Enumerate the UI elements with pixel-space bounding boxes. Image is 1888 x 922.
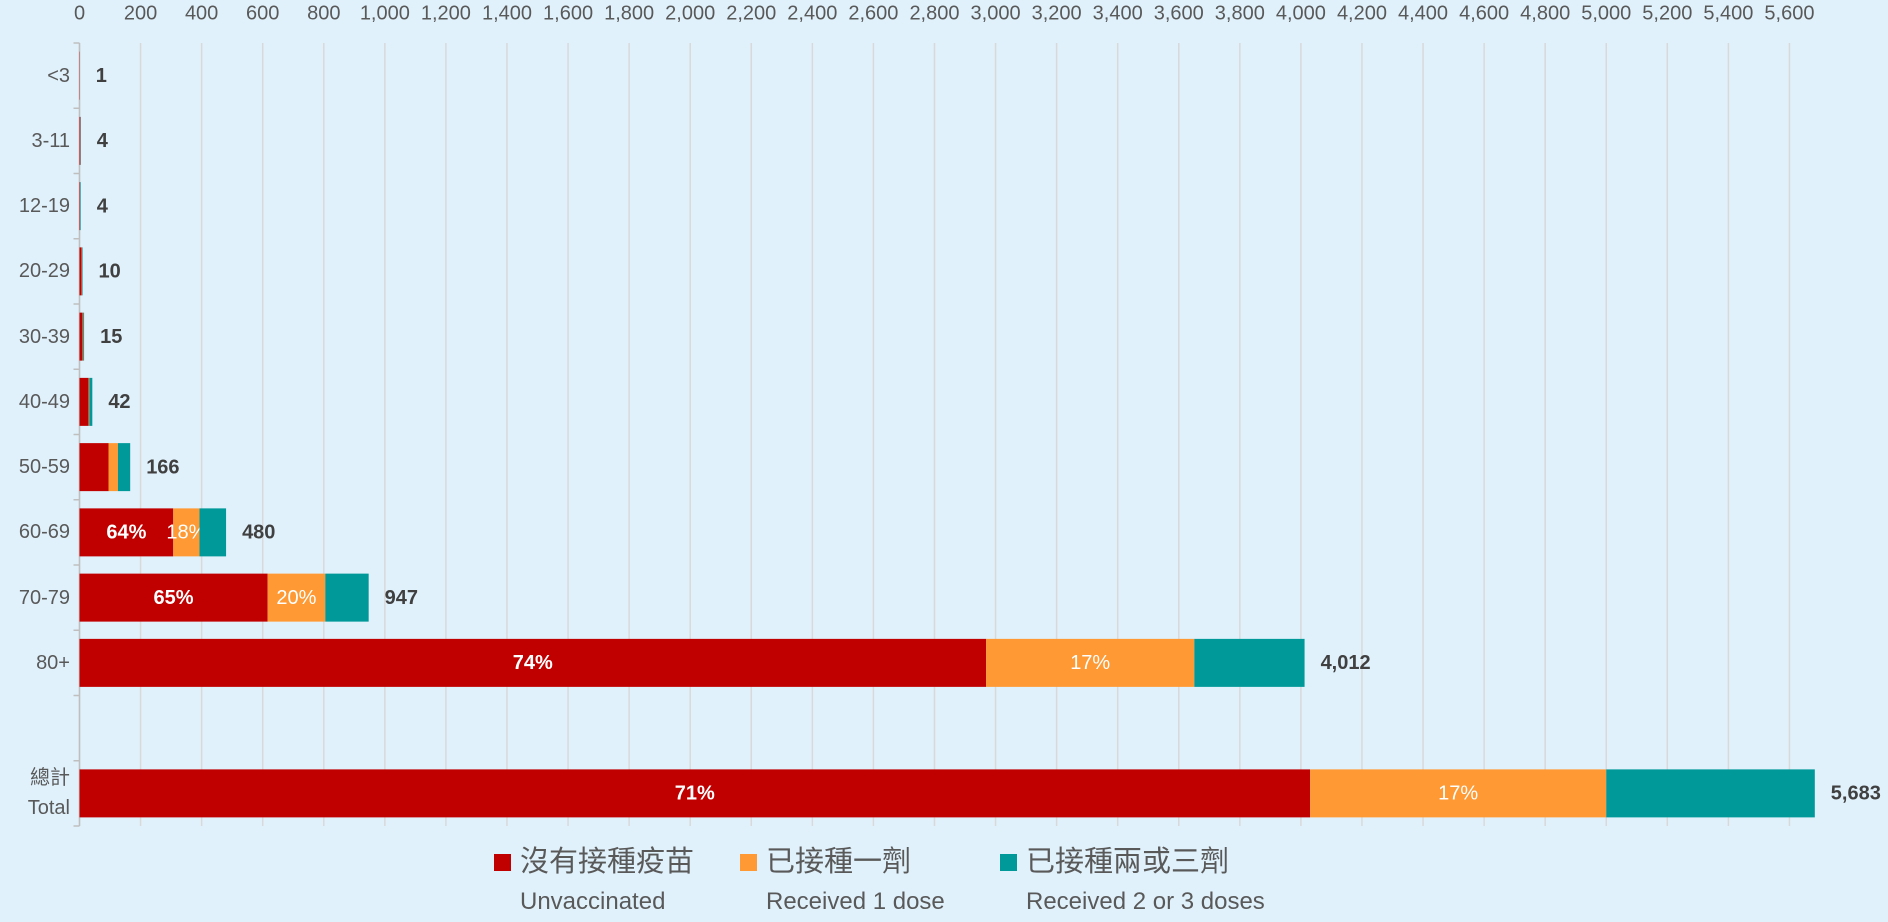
x-tick-label: 400 — [185, 2, 218, 24]
total-label: 5,683 — [1831, 783, 1881, 805]
x-tick-label: 3,800 — [1215, 2, 1265, 24]
x-tick-label: 4,000 — [1276, 2, 1326, 24]
bar-segment — [80, 182, 81, 230]
data-label: 65% — [154, 587, 194, 609]
total-label: 166 — [146, 456, 179, 478]
legend-label: 已接種兩或三劑 Received 2 or 3 doses — [1026, 842, 1315, 922]
bar-segment — [109, 443, 118, 491]
x-tick-label: 2,400 — [787, 2, 837, 24]
x-tick-label: 0 — [74, 2, 85, 24]
legend-label: 沒有接種疫苗 Unvaccinated — [520, 842, 696, 922]
legend-swatch — [494, 854, 511, 871]
x-tick-label: 2,800 — [909, 2, 959, 24]
total-label: 4 — [97, 130, 109, 152]
y-tick-label: 3-11 — [0, 126, 70, 156]
y-tick-label: 30-39 — [0, 322, 70, 352]
y-tick-label: 20-29 — [0, 256, 70, 286]
x-tick-label: 3,200 — [1032, 2, 1082, 24]
data-label: 64% — [106, 522, 146, 544]
x-tick-label: 1,600 — [543, 2, 593, 24]
data-label: 20% — [276, 587, 316, 609]
y-tick-label: 40-49 — [0, 387, 70, 417]
bar-segment — [1606, 769, 1815, 817]
legend-swatch — [740, 854, 757, 871]
y-tick-label: 總計 Total — [0, 763, 70, 823]
x-tick-label: 5,400 — [1703, 2, 1753, 24]
bar-segment — [80, 117, 81, 165]
legend-item: 沒有接種疫苗 Unvaccinated — [520, 842, 696, 922]
legend-label: 已接種一劑 Received 1 dose — [766, 842, 982, 922]
bar-segment — [80, 443, 109, 491]
bar-segment — [80, 378, 89, 426]
x-tick-label: 800 — [307, 2, 340, 24]
legend-swatch — [1000, 854, 1017, 871]
data-label: 74% — [513, 652, 553, 674]
total-label: 10 — [99, 261, 121, 283]
total-label: 15 — [100, 326, 122, 348]
total-label: 4 — [97, 195, 109, 217]
bar-segment — [1194, 639, 1304, 687]
bar-segment — [89, 378, 90, 426]
data-label: 17% — [1438, 783, 1478, 805]
bar-segment — [80, 313, 83, 361]
y-tick-label: 70-79 — [0, 583, 70, 613]
total-label: 480 — [242, 522, 275, 544]
x-tick-label: 4,200 — [1337, 2, 1387, 24]
bar-segment — [89, 378, 92, 426]
x-tick-label: 2,600 — [848, 2, 898, 24]
x-tick-label: 5,600 — [1764, 2, 1814, 24]
x-tick-label: 5,000 — [1581, 2, 1631, 24]
y-tick-label: <3 — [0, 61, 70, 91]
x-tick-label: 200 — [124, 2, 157, 24]
x-tick-label: 2,200 — [726, 2, 776, 24]
x-tick-label: 3,000 — [971, 2, 1021, 24]
x-tick-label: 2,000 — [665, 2, 715, 24]
legend-item: 已接種兩或三劑 Received 2 or 3 doses — [1026, 842, 1315, 922]
x-tick-label: 1,800 — [604, 2, 654, 24]
bar-segment — [80, 182, 81, 230]
y-tick-label: 50-59 — [0, 452, 70, 482]
x-tick-label: 4,800 — [1520, 2, 1570, 24]
x-tick-label: 4,600 — [1459, 2, 1509, 24]
total-label: 4,012 — [1321, 652, 1371, 674]
x-tick-label: 1,000 — [360, 2, 410, 24]
total-label: 947 — [385, 587, 418, 609]
x-tick-label: 1,200 — [421, 2, 471, 24]
bar-segment — [200, 508, 227, 556]
x-tick-label: 1,400 — [482, 2, 532, 24]
x-tick-label: 600 — [246, 2, 279, 24]
data-label: 71% — [675, 783, 715, 805]
x-tick-label: 3,600 — [1154, 2, 1204, 24]
total-label: 1 — [96, 65, 107, 87]
legend-item: 已接種一劑 Received 1 dose — [766, 842, 982, 922]
bar-segment — [325, 574, 368, 622]
data-label: 17% — [1070, 652, 1110, 674]
bar-segment — [82, 247, 83, 295]
bar-segment — [83, 313, 84, 361]
bar-segment — [83, 313, 84, 361]
bar-segment — [80, 247, 82, 295]
y-tick-label: 60-69 — [0, 517, 70, 547]
y-tick-label: 80+ — [0, 648, 70, 678]
x-tick-label: 3,400 — [1093, 2, 1143, 24]
total-label: 42 — [108, 391, 130, 413]
x-tick-label: 4,400 — [1398, 2, 1448, 24]
bar-segment — [118, 443, 130, 491]
x-tick-label: 5,200 — [1642, 2, 1692, 24]
y-tick-label: 12-19 — [0, 191, 70, 221]
